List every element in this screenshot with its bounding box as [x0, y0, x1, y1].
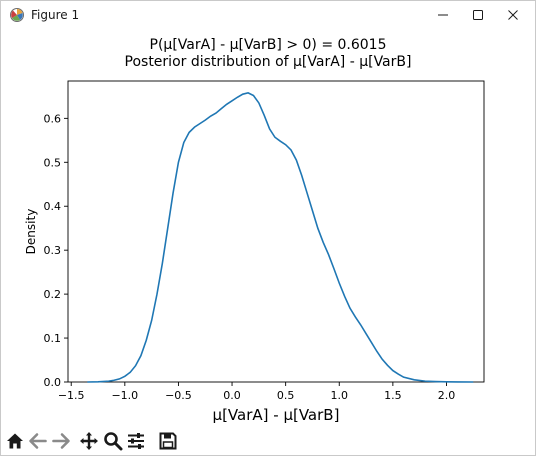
matplotlib-figure-icon [9, 7, 25, 23]
configure-subplots-icon [128, 433, 144, 449]
x-tick-label: 1.0 [331, 389, 349, 402]
close-icon [508, 10, 518, 20]
axes [67, 80, 485, 383]
save-icon [159, 432, 177, 450]
close-button[interactable] [495, 1, 531, 29]
y-tick-label: 0.3 [44, 244, 62, 257]
axis-ticks: −1.5 −1.0 −0.5 0.0 0.5 1.0 1.5 2.0 0.0 0.1 0.2 0.3 0… [44, 112, 456, 402]
x-tick-label: 1.5 [384, 389, 402, 402]
back-button[interactable] [27, 430, 49, 452]
density-chart: −1.5 −1.0 −0.5 0.0 0.5 1.0 1.5 2.0 0.0 0.1 0.2 0.3 0… [24, 80, 485, 424]
navigation-toolbar [1, 426, 535, 455]
y-tick-label: 0.6 [44, 112, 62, 125]
window-title: Figure 1 [31, 8, 80, 22]
x-tick-label: 2.0 [438, 389, 456, 402]
home-button[interactable] [4, 430, 26, 452]
density-line [87, 92, 474, 383]
pan-icon [80, 432, 98, 450]
y-tick-label: 0.1 [44, 332, 62, 345]
zoom-button[interactable] [102, 430, 124, 452]
x-axis-label: μ[VarA] - μ[VarB] [213, 406, 340, 424]
minimize-button[interactable] [425, 1, 461, 29]
forward-arrow-icon [52, 433, 70, 449]
plot-title-line-2: Posterior distribution of μ[VarA] - μ[Va… [124, 54, 412, 70]
y-tick-label: 0.2 [44, 288, 62, 301]
y-tick-label: 0.0 [44, 376, 62, 389]
title-bar[interactable]: Figure 1 [1, 1, 535, 29]
x-tick-label: −1.0 [111, 389, 138, 402]
home-icon [7, 433, 23, 449]
x-tick-label: 0.0 [223, 389, 241, 402]
axes-frame [67, 80, 485, 383]
x-tick-label: −1.5 [58, 389, 85, 402]
y-tick-label: 0.5 [44, 156, 62, 169]
back-arrow-icon [29, 433, 47, 449]
pan-button[interactable] [78, 430, 100, 452]
minimize-icon [438, 14, 448, 16]
maximize-button[interactable] [460, 1, 496, 29]
figure-canvas[interactable]: P(μ[VarA] - μ[VarB] > 0) = 0.6015 Poster… [1, 29, 535, 426]
y-axis-label: Density [24, 209, 38, 255]
zoom-icon [104, 432, 123, 451]
configure-subplots-button[interactable] [125, 430, 147, 452]
forward-button[interactable] [50, 430, 72, 452]
y-tick-label: 0.4 [44, 200, 62, 213]
plot-title-line-1: P(μ[VarA] - μ[VarB] > 0) = 0.6015 [149, 37, 387, 53]
x-tick-label: −0.5 [165, 389, 192, 402]
save-button[interactable] [157, 430, 179, 452]
x-tick-label: 0.5 [277, 389, 295, 402]
maximize-icon [473, 10, 483, 20]
